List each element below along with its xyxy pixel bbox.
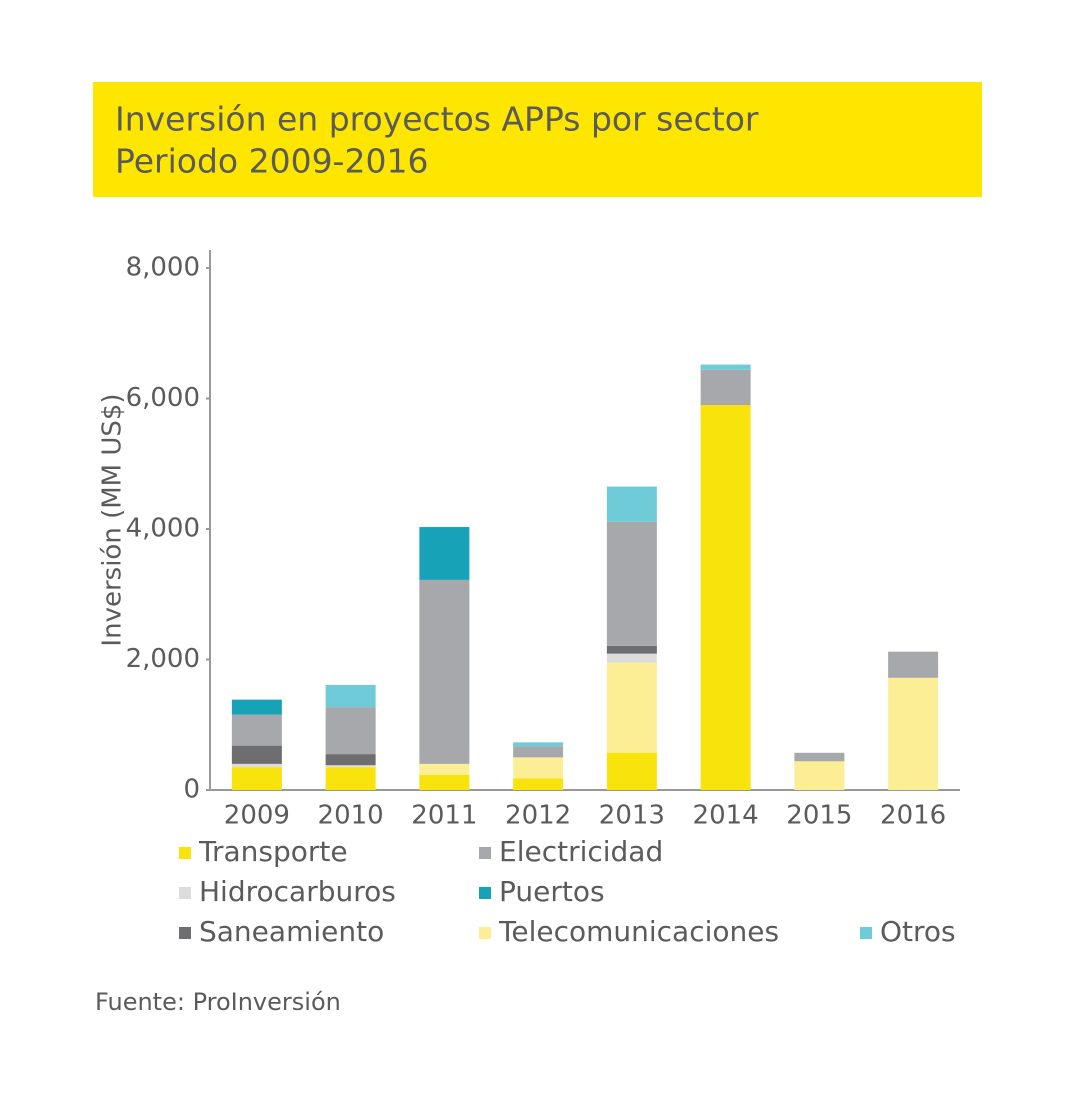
x-tick-label: 2009 [224,801,290,831]
bar-segment [888,651,939,678]
bar-segment [231,745,282,764]
bar-segment [231,767,282,790]
y-tick-label: 8,000 [126,253,200,283]
legend-label: Telecomunicaciones [498,915,779,948]
legend-swatch [179,887,191,899]
bar-segment [606,486,657,522]
bar-segment [513,746,564,758]
bar-segment [325,707,376,755]
bar-segment [513,778,564,790]
bar-segment [325,684,376,708]
bar-segment [606,752,657,790]
legend-label: Puertos [499,875,605,908]
legend-label: Electricidad [499,835,663,868]
bar-segment [419,527,470,580]
y-tick-label: 2,000 [126,644,200,674]
y-tick-label: 6,000 [126,383,200,413]
bar-segment [700,364,751,370]
x-tick-label: 2012 [505,801,571,831]
legend-swatch [479,887,491,899]
bar-segment [231,763,282,768]
x-tick-label: 2013 [599,801,665,831]
legend-label: Hidrocarburos [199,875,396,908]
bar-segment [419,763,470,775]
legend-swatch [479,847,491,859]
x-tick-label: 2011 [411,801,477,831]
title-box [93,82,982,197]
bar-segment [325,765,376,768]
bar-segment [606,662,657,753]
chart-title: Inversión en proyectos APPs por sector [115,100,759,139]
legend-label: Transporte [198,835,348,868]
legend-label: Otros [880,915,956,948]
legend-swatch [179,847,191,859]
bar-segment [325,754,376,766]
x-tick-label: 2010 [318,801,384,831]
bar-segment [794,752,845,762]
bar-segment [513,742,564,747]
source-note: Fuente: ProInversión [95,988,341,1016]
bar-segment [325,767,376,790]
legend-label: Saneamiento [199,915,384,948]
legend-swatch [179,927,191,939]
y-tick-label: 0 [183,775,200,805]
x-tick-label: 2016 [880,801,946,831]
bar-segment [888,677,939,790]
bar-segment [231,714,282,746]
x-tick-label: 2015 [786,801,852,831]
bar-segment [513,757,564,779]
bar-segment [606,645,657,654]
bar-segment [794,761,845,790]
bar-segment [700,405,751,790]
y-tick-label: 4,000 [126,514,200,544]
chart-subtitle: Periodo 2009-2016 [115,142,428,181]
bar-segment [231,699,282,715]
bar-segment [606,521,657,646]
bar-segment [419,774,470,790]
bar-segment [606,653,657,663]
x-tick-label: 2014 [693,801,759,831]
legend-swatch [860,927,872,939]
bar-segment [700,369,751,406]
bar-segment [419,579,470,764]
legend-swatch [479,927,491,939]
y-axis-label: Inversión (MM US$) [98,393,128,646]
